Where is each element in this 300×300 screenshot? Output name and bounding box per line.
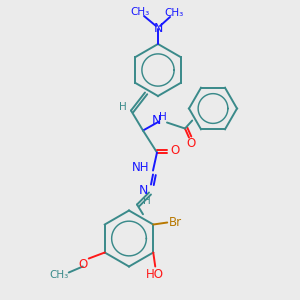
Text: CH₃: CH₃ [164, 8, 184, 18]
Text: N: N [153, 22, 163, 35]
Text: N: N [138, 184, 148, 197]
Text: O: O [186, 137, 196, 150]
Text: CH₃: CH₃ [130, 7, 150, 17]
Text: Br: Br [169, 216, 182, 229]
Text: O: O [78, 258, 87, 271]
Text: CH₃: CH₃ [49, 269, 68, 280]
Text: H: H [143, 196, 151, 206]
Text: H: H [119, 101, 127, 112]
Text: O: O [170, 144, 180, 157]
Text: NH: NH [132, 161, 150, 174]
Text: H: H [159, 112, 167, 122]
Text: N: N [151, 114, 161, 127]
Text: HO: HO [146, 268, 164, 281]
